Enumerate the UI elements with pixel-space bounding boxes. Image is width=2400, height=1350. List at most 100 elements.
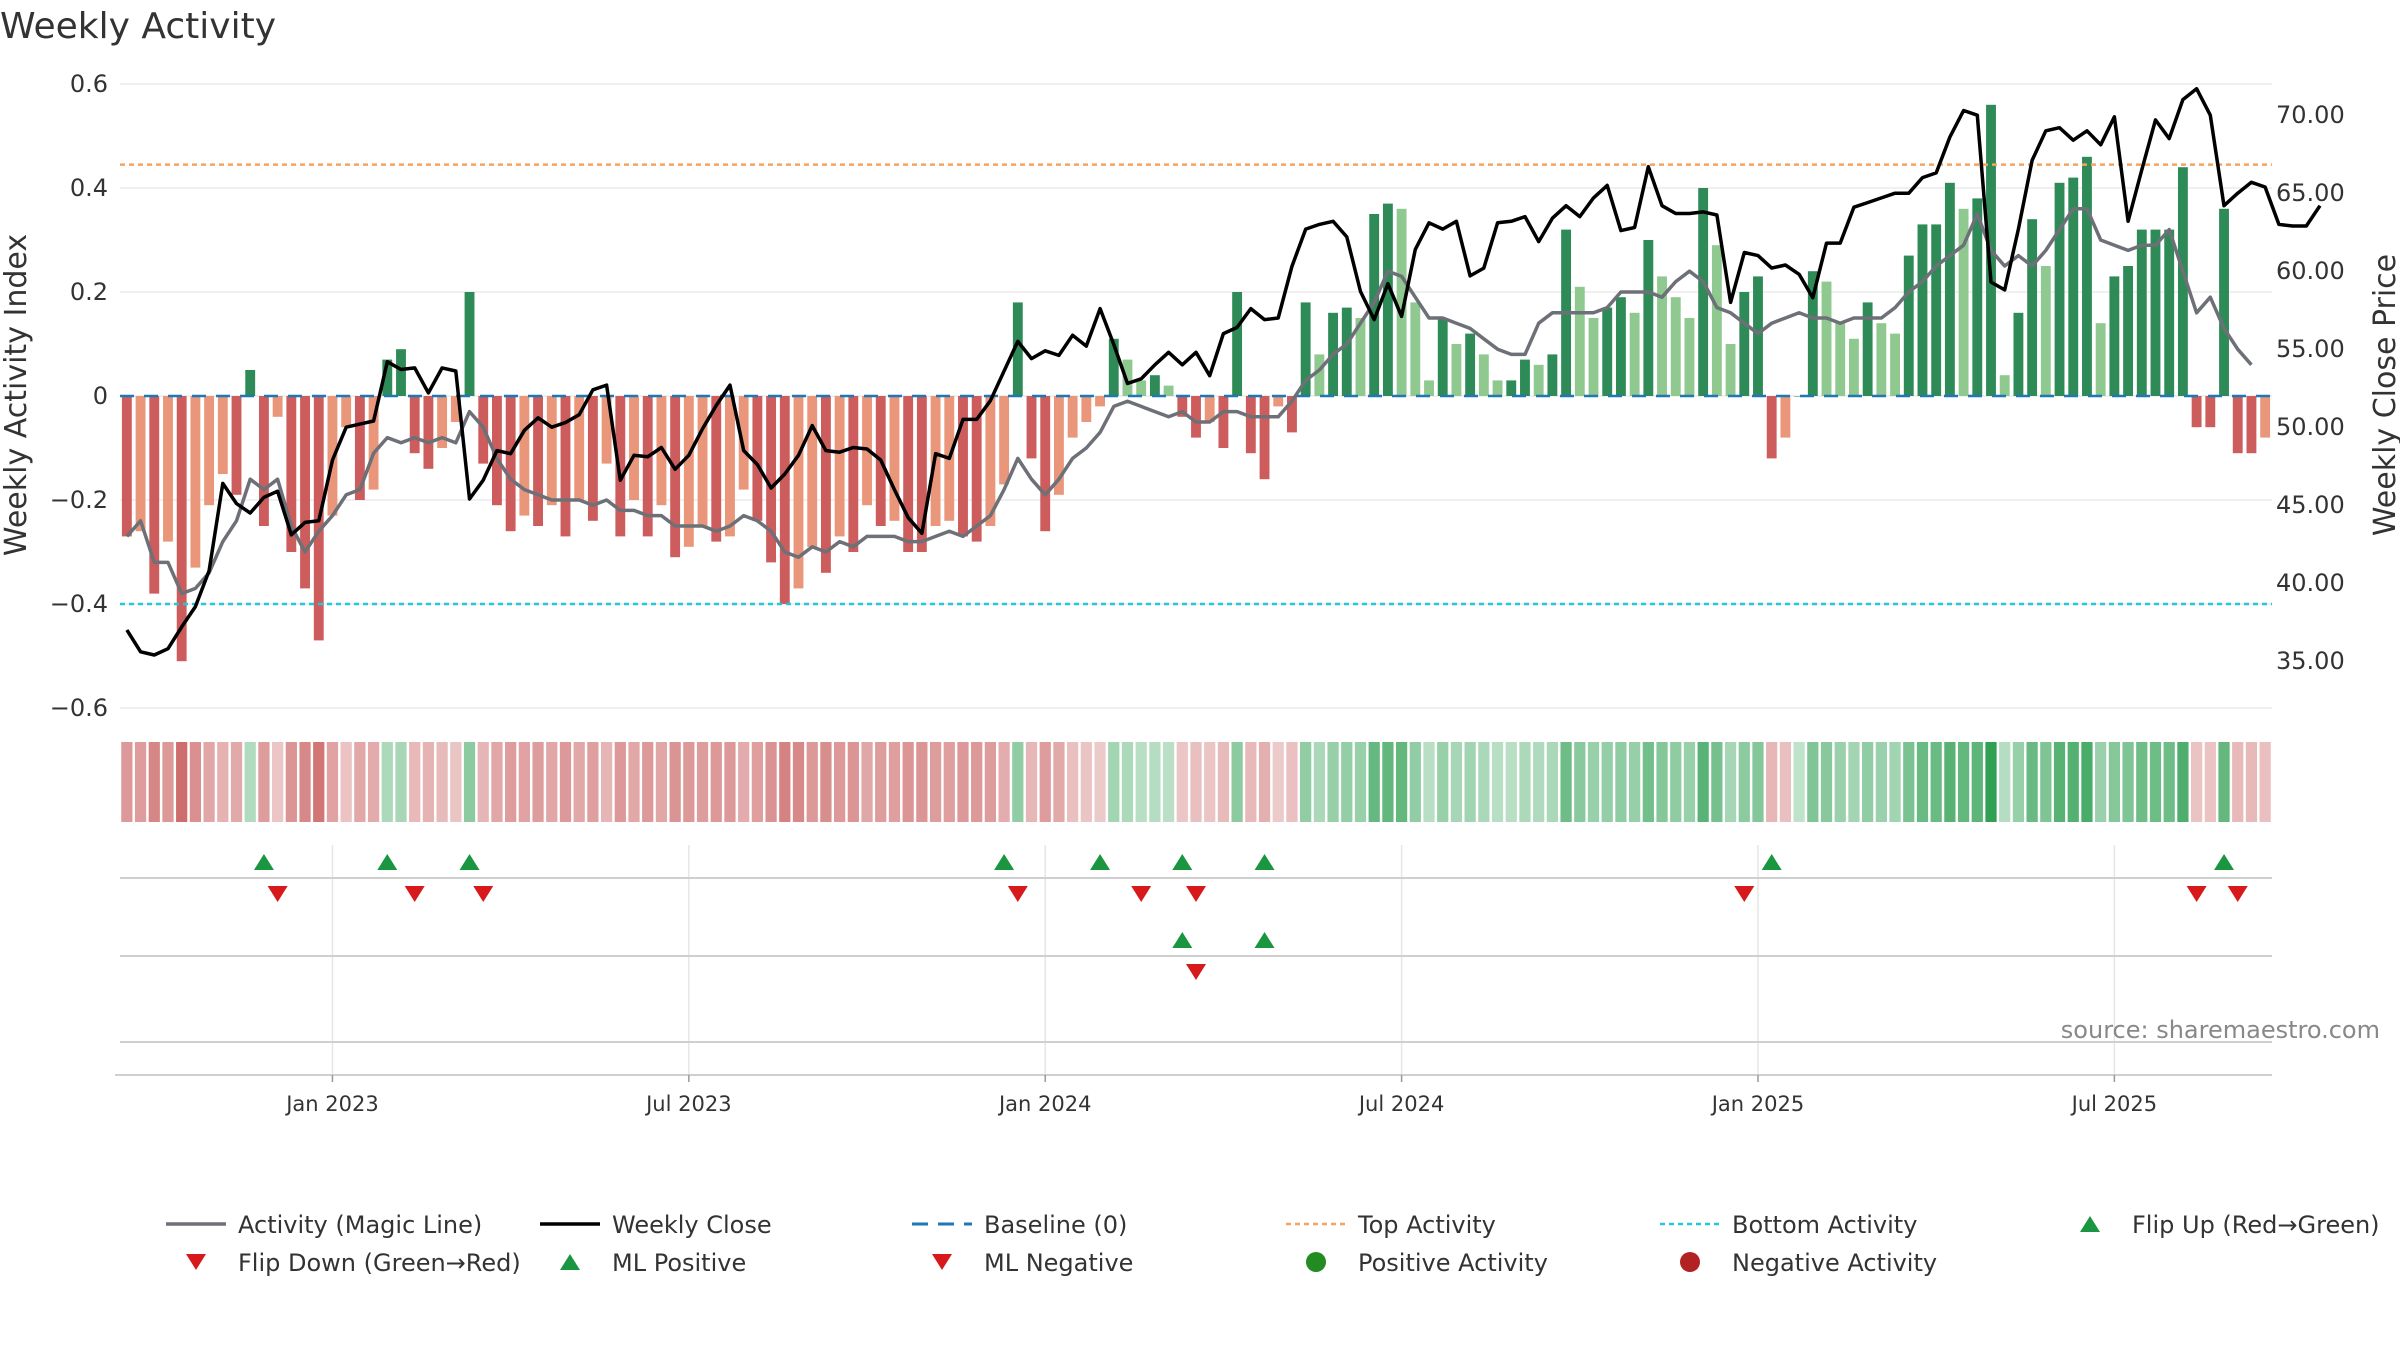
activity-bar bbox=[1191, 396, 1201, 438]
heat-cell bbox=[971, 742, 983, 822]
heat-cell bbox=[2095, 742, 2107, 822]
heat-cell bbox=[2108, 742, 2120, 822]
activity-bar bbox=[2040, 266, 2051, 396]
heat-cell bbox=[1519, 742, 1531, 822]
left-tick-label: 0.6 bbox=[70, 70, 108, 98]
heat-cell bbox=[1286, 742, 1298, 822]
activity-bar bbox=[1547, 354, 1558, 396]
activity-bar bbox=[505, 396, 516, 532]
heat-cell bbox=[1437, 742, 1449, 822]
left-tick-label: 0.4 bbox=[70, 174, 108, 202]
activity-bar bbox=[1026, 396, 1037, 459]
heat-cell bbox=[1779, 742, 1792, 822]
activity-bar bbox=[1410, 302, 1421, 396]
activity-bar bbox=[1794, 396, 1805, 397]
activity-bar bbox=[1876, 323, 1887, 396]
right-tick-label: 35.00 bbox=[2276, 647, 2345, 675]
heat-cell bbox=[326, 742, 339, 822]
heat-cell bbox=[244, 742, 256, 822]
activity-bar bbox=[1478, 354, 1489, 396]
activity-bar bbox=[546, 396, 557, 506]
activity-bar bbox=[1629, 312, 1640, 396]
left-tick-label: 0 bbox=[93, 382, 108, 410]
activity-bar bbox=[1657, 276, 1667, 396]
activity-bar bbox=[1396, 208, 1407, 396]
heat-cell bbox=[1327, 742, 1339, 822]
flip-up-marker bbox=[1254, 854, 1275, 870]
heat-cell bbox=[861, 742, 873, 822]
activity-bar bbox=[1136, 380, 1147, 396]
legend-swatch bbox=[2080, 1216, 2100, 1232]
heat-cell bbox=[1656, 742, 1668, 822]
activity-bar bbox=[560, 396, 571, 537]
right-tick-label: 65.00 bbox=[2276, 179, 2345, 207]
activity-bar bbox=[1725, 344, 1736, 396]
legend-label: Bottom Activity bbox=[1732, 1211, 1917, 1239]
activity-bar bbox=[587, 396, 598, 521]
activity-bar bbox=[1382, 203, 1393, 396]
activity-bar bbox=[2136, 229, 2147, 396]
heat-cell bbox=[1300, 742, 1312, 822]
activity-bar bbox=[1931, 224, 1942, 396]
heat-cell bbox=[1875, 742, 1887, 822]
legend-label: Positive Activity bbox=[1358, 1249, 1548, 1277]
signal-markers bbox=[115, 854, 2272, 1076]
activity-bar bbox=[2109, 276, 2120, 396]
heat-cell bbox=[121, 742, 133, 822]
flip-down-marker bbox=[267, 886, 288, 902]
activity-bar bbox=[2232, 396, 2243, 454]
activity-bar bbox=[1300, 302, 1311, 396]
activity-bar bbox=[1999, 375, 2010, 396]
legend-swatch bbox=[186, 1254, 206, 1270]
legend-label: Baseline (0) bbox=[984, 1211, 1127, 1239]
heat-cell bbox=[230, 742, 243, 822]
activity-bar bbox=[300, 396, 310, 589]
heat-cell bbox=[2053, 742, 2066, 822]
heat-cell bbox=[1587, 742, 1600, 822]
heat-cell bbox=[559, 742, 572, 822]
heat-cell bbox=[395, 742, 407, 822]
heat-cell bbox=[1149, 742, 1161, 822]
heat-cell bbox=[1094, 742, 1106, 822]
left-axis-ticks: 0.6 0.4 0.2 0 −0.2 −0.4 −0.6 bbox=[50, 70, 108, 722]
heat-cell bbox=[258, 742, 270, 822]
activity-bar bbox=[1670, 297, 1681, 396]
heat-cell bbox=[1546, 742, 1559, 822]
activity-bar bbox=[1972, 198, 1983, 396]
heat-cell bbox=[1615, 742, 1627, 822]
flip-up-marker bbox=[2214, 854, 2235, 870]
activity-bar bbox=[697, 396, 708, 526]
activity-bar bbox=[204, 396, 215, 506]
heat-cell bbox=[875, 742, 887, 822]
heat-cell bbox=[1067, 742, 1079, 822]
activity-bar bbox=[258, 396, 269, 526]
heat-cell bbox=[1807, 742, 1819, 822]
heat-cell bbox=[1313, 742, 1325, 822]
heat-cell bbox=[710, 742, 722, 822]
activity-bar bbox=[2054, 182, 2065, 396]
activity-bar bbox=[1451, 344, 1462, 396]
legend-label: Activity (Magic Line) bbox=[238, 1211, 482, 1239]
heat-cell bbox=[1574, 742, 1586, 822]
activity-bar bbox=[2150, 229, 2161, 396]
heat-cell bbox=[1395, 742, 1408, 822]
heat-cell bbox=[532, 742, 544, 822]
activity-bar bbox=[2260, 396, 2271, 438]
activity-bar bbox=[2177, 167, 2188, 396]
heat-cell bbox=[2012, 742, 2025, 822]
heat-cell bbox=[1409, 742, 1421, 822]
heat-cell bbox=[2040, 742, 2052, 822]
legend-label: ML Negative bbox=[984, 1249, 1133, 1277]
heat-cell bbox=[1039, 742, 1051, 822]
activity-bar bbox=[519, 396, 530, 516]
activity-bars bbox=[121, 104, 2271, 662]
heat-cell bbox=[1217, 742, 1230, 822]
activity-bar bbox=[725, 396, 735, 537]
activity-bar bbox=[766, 396, 777, 563]
activity-bar bbox=[1917, 224, 1928, 396]
heat-cell bbox=[1916, 742, 1929, 822]
activity-bar bbox=[1766, 396, 1777, 459]
heat-cell bbox=[1176, 742, 1188, 822]
ml-positive-marker bbox=[1254, 932, 1275, 948]
heat-cell bbox=[1505, 742, 1517, 822]
